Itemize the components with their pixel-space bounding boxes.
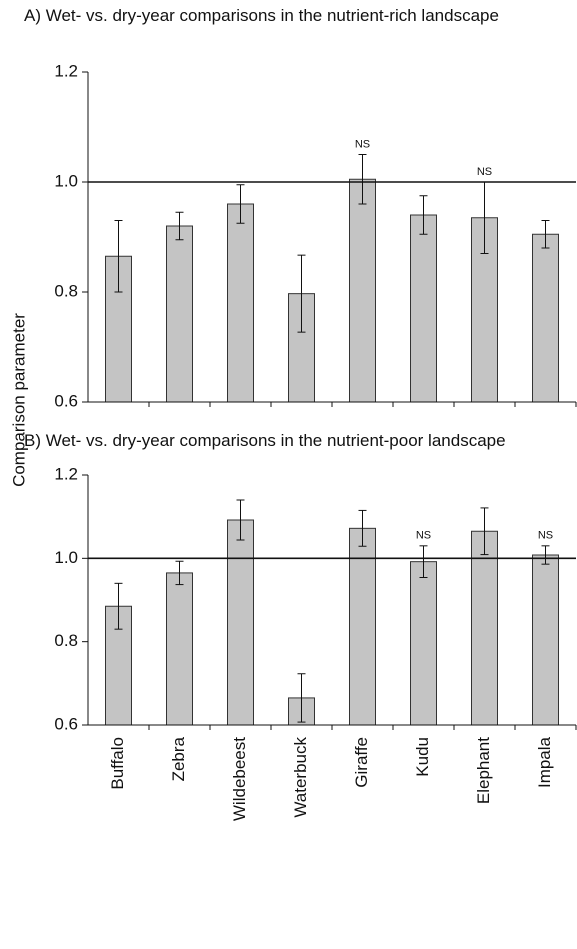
y-tick-label: 1.0 (54, 171, 78, 190)
y-tick-label: 0.8 (54, 281, 78, 300)
bar (227, 519, 254, 726)
y-axis-label: Comparison parameter (9, 313, 28, 487)
bar (471, 530, 498, 726)
x-tick-label: Buffalo (108, 737, 127, 790)
annotation: NS (355, 138, 370, 150)
x-tick-label: Kudu (413, 737, 432, 777)
x-tick-label: Wildebeest (230, 737, 249, 821)
x-tick-label: Waterbuck (291, 737, 310, 818)
y-tick-label: 0.6 (54, 391, 78, 410)
y-tick-label: 0.8 (54, 631, 78, 650)
annotation: NS (538, 530, 553, 542)
annotation: NS (416, 530, 431, 542)
y-tick-label: 1.0 (54, 548, 78, 567)
y-tick-label: 1.2 (54, 61, 78, 80)
bar (166, 572, 193, 726)
y-tick-label: 0.6 (54, 714, 78, 733)
bar (532, 554, 559, 726)
bar (349, 527, 376, 726)
bar (410, 561, 437, 726)
x-tick-label: Elephant (474, 737, 493, 804)
chart-title: A) Wet- vs. dry-year comparisons in the … (24, 6, 499, 25)
bar (227, 203, 254, 403)
bar (166, 225, 193, 403)
x-tick-label: Zebra (169, 736, 188, 781)
bar (410, 214, 437, 403)
bar (532, 233, 559, 403)
annotation: NS (477, 166, 492, 178)
x-tick-label: Giraffe (352, 737, 371, 788)
y-tick-label: 1.2 (54, 464, 78, 483)
chart-title: B) Wet- vs. dry-year comparisons in the … (24, 431, 506, 450)
bar (349, 178, 376, 403)
x-tick-label: Impala (535, 736, 554, 788)
